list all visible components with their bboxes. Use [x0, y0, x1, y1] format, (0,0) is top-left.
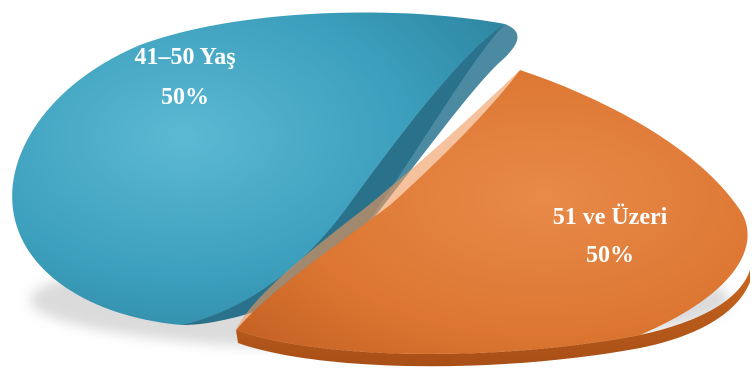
slice-51-plus-label: 51 ve Üzeri	[553, 204, 668, 230]
slice-41-50	[12, 12, 518, 326]
slice-51-plus-top	[236, 70, 748, 354]
slice-51-plus-percent: 50%	[586, 242, 634, 268]
slice-41-50-rim	[182, 24, 518, 325]
slice-51-plus-edge	[236, 70, 520, 330]
slice-41-50-label: 41–50 Yaş	[134, 44, 235, 70]
slice-51-plus	[236, 70, 750, 367]
slice-41-50-top	[12, 12, 505, 326]
slice-41-50-percent: 50%	[161, 84, 209, 110]
slice-51-plus-side	[236, 270, 750, 367]
